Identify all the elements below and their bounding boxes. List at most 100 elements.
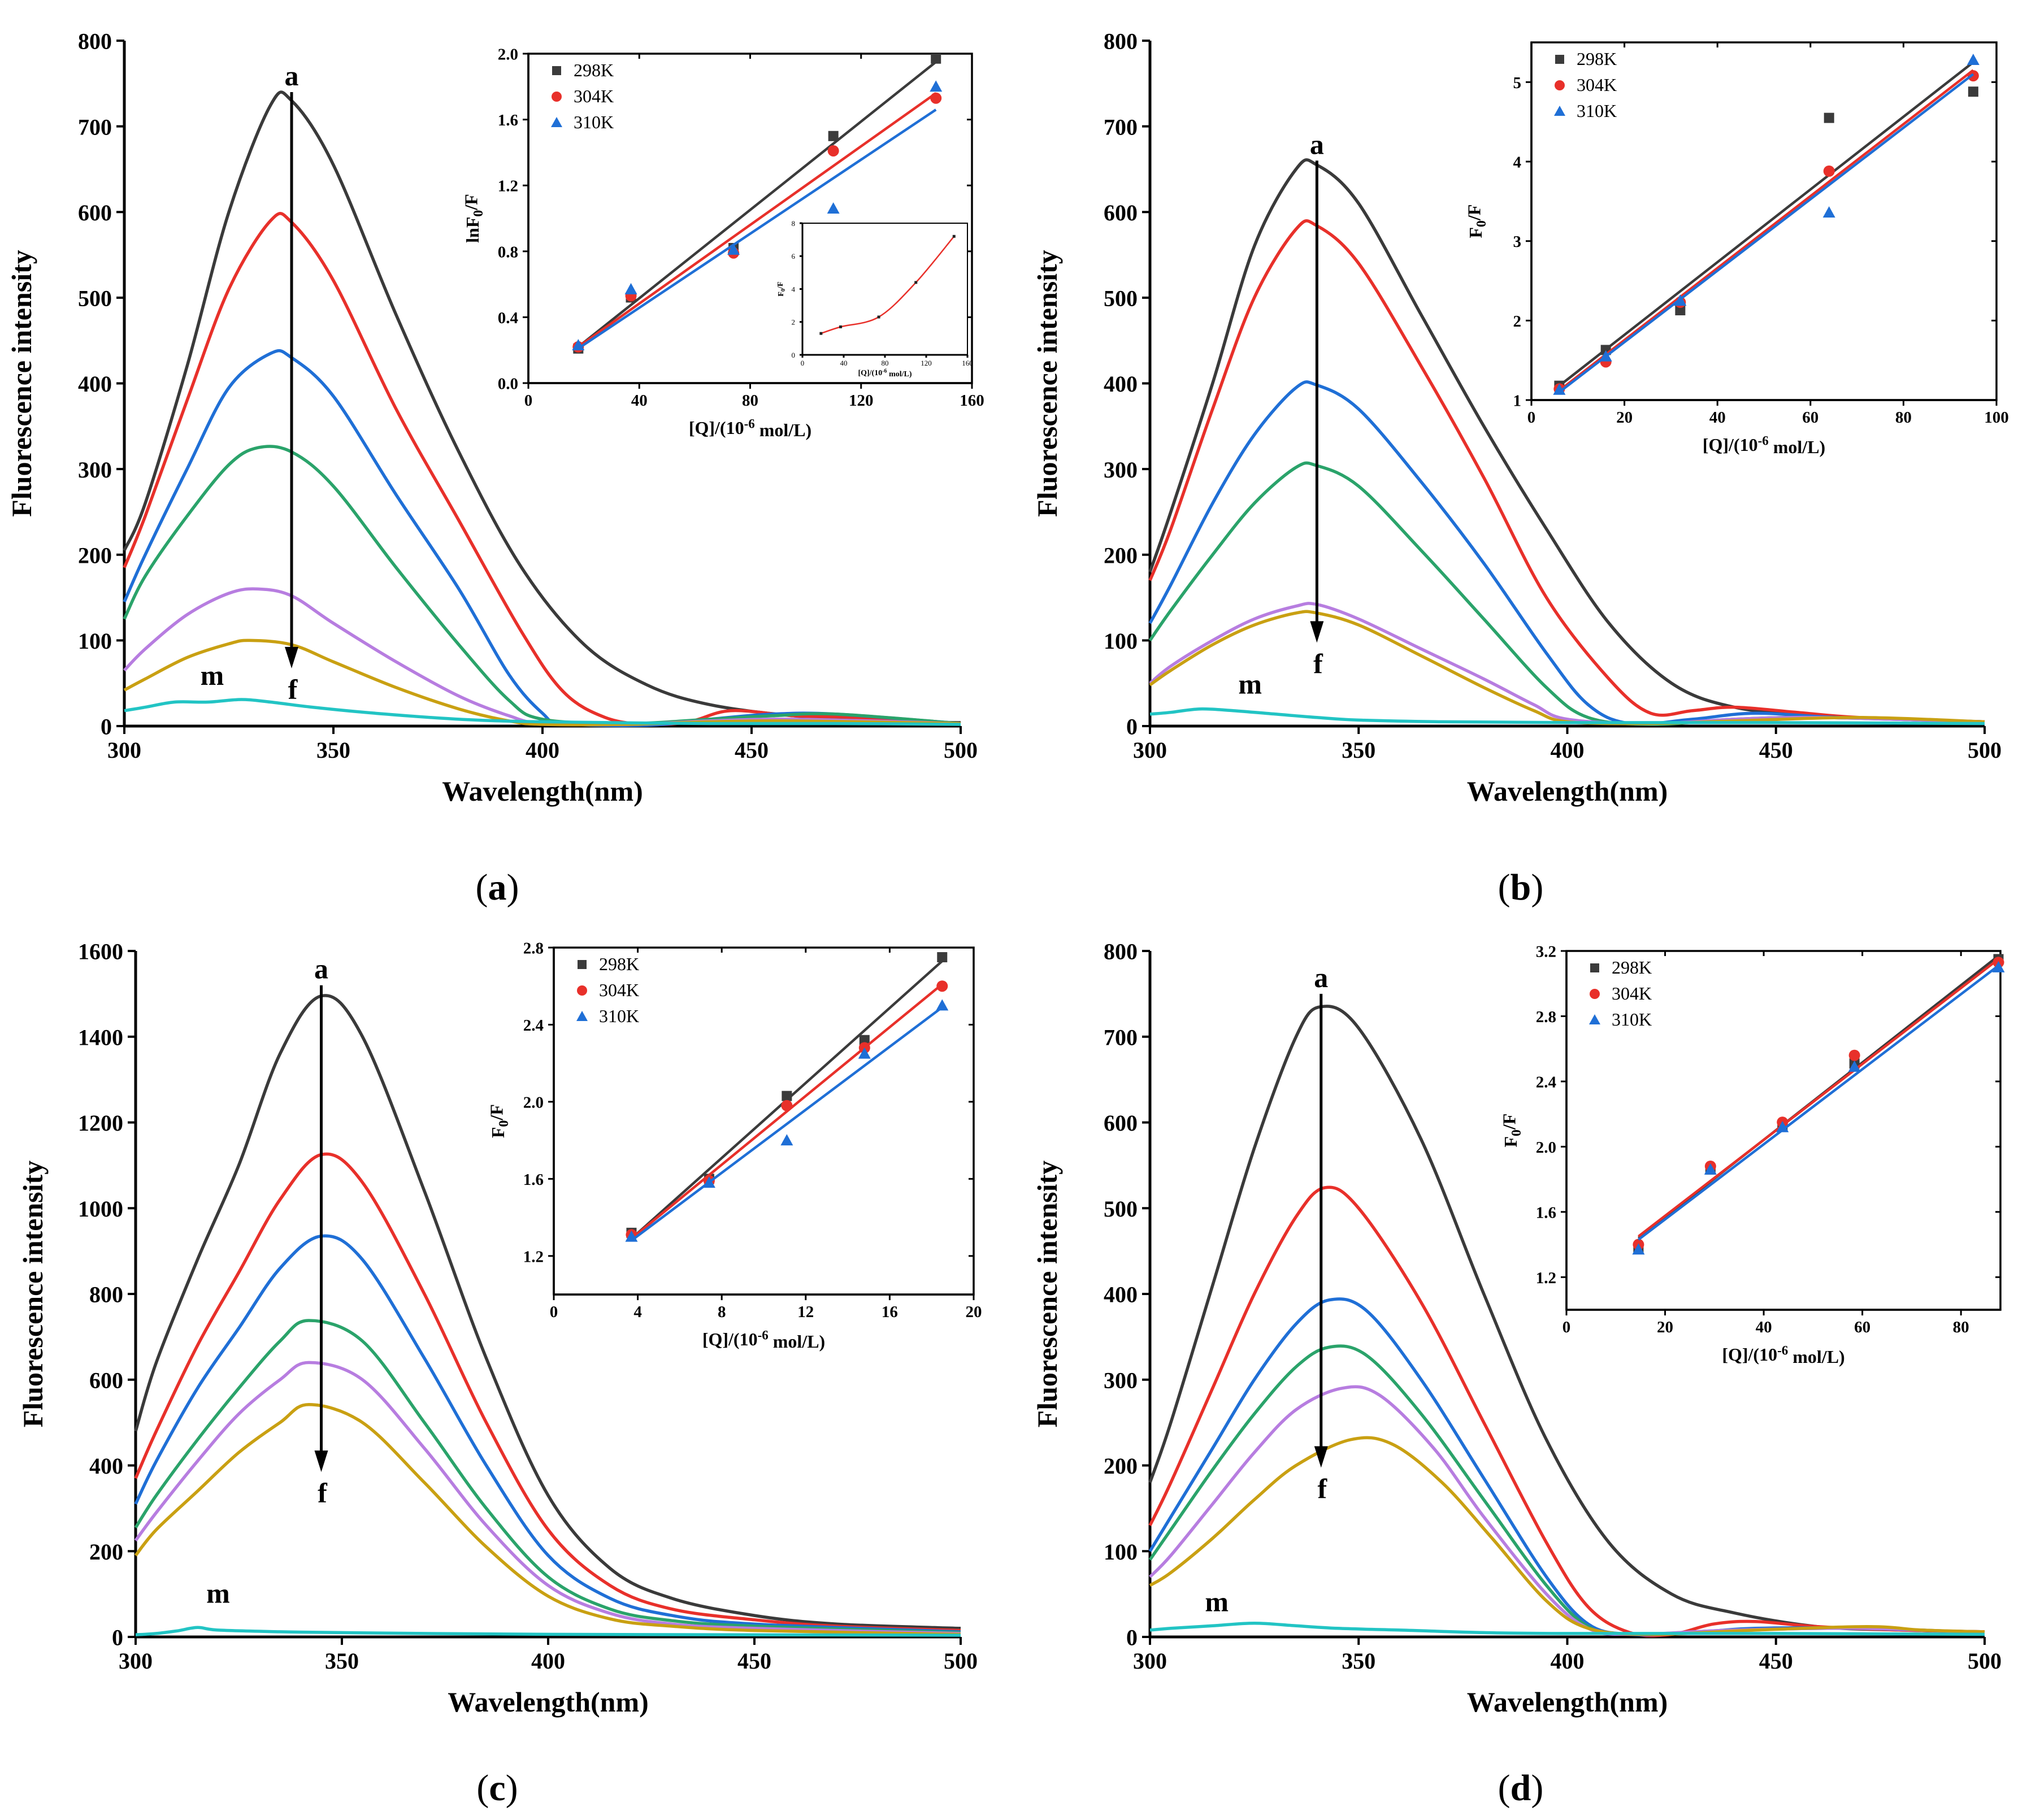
inset-plot: 0 20 40 60 80 100 1 2 3 4 5 [Q]/(10-6 mol/L) F0/F 298… [1464, 41, 2009, 457]
sub-inset-y-axis-title: F0/F [776, 281, 787, 296]
inset-y-tick-label: 0.8 [498, 243, 518, 261]
data-point-310K [1704, 1163, 1717, 1175]
inset-x-tick-label: 60 [1802, 409, 1818, 427]
data-point-304K [781, 1100, 793, 1111]
inset-y-tick-label: 2.8 [523, 940, 544, 958]
main-y-tick-label: 600 [1104, 1110, 1138, 1136]
main-y-tick-label: 500 [78, 286, 112, 311]
main-x-tick-label: 350 [1342, 737, 1375, 763]
panel-caption: (d) [1498, 1767, 1544, 1809]
data-point-310K [1632, 1243, 1645, 1255]
sub-inset-x-tick-label: 40 [840, 359, 848, 367]
main-y-tick-label: 600 [78, 200, 112, 225]
main-x-tick-label: 300 [1133, 1648, 1167, 1674]
legend-label-310K: 310K [574, 112, 614, 132]
legend-marker-304K [552, 92, 562, 102]
data-point-298K [1824, 112, 1834, 123]
fit-line-304K [578, 92, 937, 348]
inset-x-axis-title: [Q]/(10-6 mol/L) [1703, 433, 1825, 457]
sub-inset-y-tick-label: 4 [792, 285, 796, 293]
spectrum-curve-a [134, 994, 961, 1630]
main-x-tick-label: 300 [107, 737, 141, 763]
data-point-304K [936, 980, 948, 992]
inset-x-tick-label: 0 [524, 392, 533, 410]
inset-x-tick-label: 40 [1709, 409, 1726, 427]
legend-label-298K: 298K [1577, 49, 1617, 69]
main-y-tick-label: 700 [1104, 1024, 1138, 1050]
main-x-tick-label: 450 [735, 737, 769, 763]
data-point-310K [1674, 294, 1687, 306]
spectrum-curve-f [1149, 610, 1985, 726]
legend-marker-304K [1555, 80, 1565, 90]
data-point-310K [1848, 1060, 1861, 1072]
main-y-tick-label: 1400 [78, 1024, 123, 1050]
sub-inset-y-tick-label: 0 [792, 351, 796, 359]
data-point-310K [1553, 383, 1566, 395]
sub-inset-point [877, 315, 880, 319]
main-x-tick-label: 500 [944, 737, 978, 763]
fit-line-310K [631, 1006, 943, 1242]
inset-y-tick-label: 0.4 [498, 309, 518, 327]
spectrum-curve-b [1148, 1185, 1985, 1637]
data-point-310K [936, 999, 949, 1011]
panel-caption: (c) [476, 1767, 518, 1809]
inset-y-tick-label: 1.2 [523, 1248, 544, 1266]
spectrum-curve-c [123, 349, 961, 727]
data-point-310K [1992, 961, 2005, 972]
legend-label-304K: 304K [574, 86, 614, 106]
spectrum-curve-c [134, 1234, 961, 1634]
data-point-304K [827, 145, 839, 157]
legend-label-298K: 298K [1612, 957, 1652, 978]
fit-line-298K [577, 60, 937, 348]
sub-inset-point [914, 281, 918, 284]
sub-inset-x-axis-title: [Q]/(10-6 mol/L) [858, 368, 912, 378]
main-y-tick-label: 0 [112, 1625, 123, 1650]
main-y-axis-title: Fluorescence intensity [17, 1161, 49, 1428]
main-y-tick-label: 400 [78, 371, 112, 397]
main-y-tick-label: 1200 [78, 1110, 123, 1136]
main-y-tick-label: 600 [1104, 200, 1138, 225]
inset-y-axis-title: F0/F [1499, 1114, 1525, 1148]
inset-x-tick-label: 80 [742, 392, 758, 410]
inset-y-tick-label: 2.4 [1536, 1073, 1556, 1091]
data-point-304K [1848, 1049, 1860, 1061]
main-x-axis-title: Wavelength(nm) [1467, 1686, 1668, 1718]
legend-label-304K: 304K [599, 980, 639, 1000]
main-y-tick-label: 700 [78, 114, 112, 140]
spectrum-curve-a [123, 90, 961, 724]
spectrum-curve-m [124, 698, 961, 726]
arrow-bottom-label: f [1317, 1473, 1327, 1505]
spectrum-curve-f [123, 638, 961, 727]
data-point-298K [828, 131, 839, 141]
legend-label-304K: 304K [1577, 75, 1617, 95]
legend-marker-310K [1589, 1014, 1600, 1024]
main-y-tick-label: 400 [1104, 371, 1138, 397]
spectrum-curve-b [1148, 219, 1985, 724]
main-x-tick-label: 450 [1759, 737, 1793, 763]
inset-x-tick-label: 120 [849, 392, 874, 410]
data-point-298K [1675, 305, 1686, 316]
inset-x-tick-label: 0 [1562, 1318, 1571, 1336]
spectrum-curve-a [1148, 1005, 1985, 1634]
spectrum-curve-b [123, 212, 961, 727]
main-x-tick-label: 500 [944, 1648, 978, 1674]
main-y-tick-label: 200 [78, 542, 112, 568]
main-y-tick-label: 800 [89, 1282, 123, 1308]
inset-x-tick-label: 60 [1854, 1318, 1870, 1336]
arrow-bottom-label: f [288, 674, 298, 705]
main-x-tick-label: 500 [1968, 1648, 2002, 1674]
inset-x-tick-label: 80 [1895, 409, 1912, 427]
fit-line-310K [578, 108, 937, 350]
data-point-298K [859, 1035, 870, 1045]
legend-marker-298K [578, 960, 587, 969]
inset-x-axis-title: [Q]/(10-6 mol/L) [702, 1328, 825, 1352]
spectrum-curve-c [1148, 380, 1985, 726]
sub-inset-x-tick-label: 0 [801, 359, 805, 367]
inset-x-tick-label: 160 [960, 392, 984, 410]
main-x-tick-label: 450 [737, 1648, 771, 1674]
main-y-tick-label: 200 [89, 1539, 123, 1565]
inset-y-tick-label: 4 [1513, 154, 1522, 172]
legend-marker-304K [577, 985, 587, 996]
main-y-tick-label: 300 [1104, 457, 1138, 483]
